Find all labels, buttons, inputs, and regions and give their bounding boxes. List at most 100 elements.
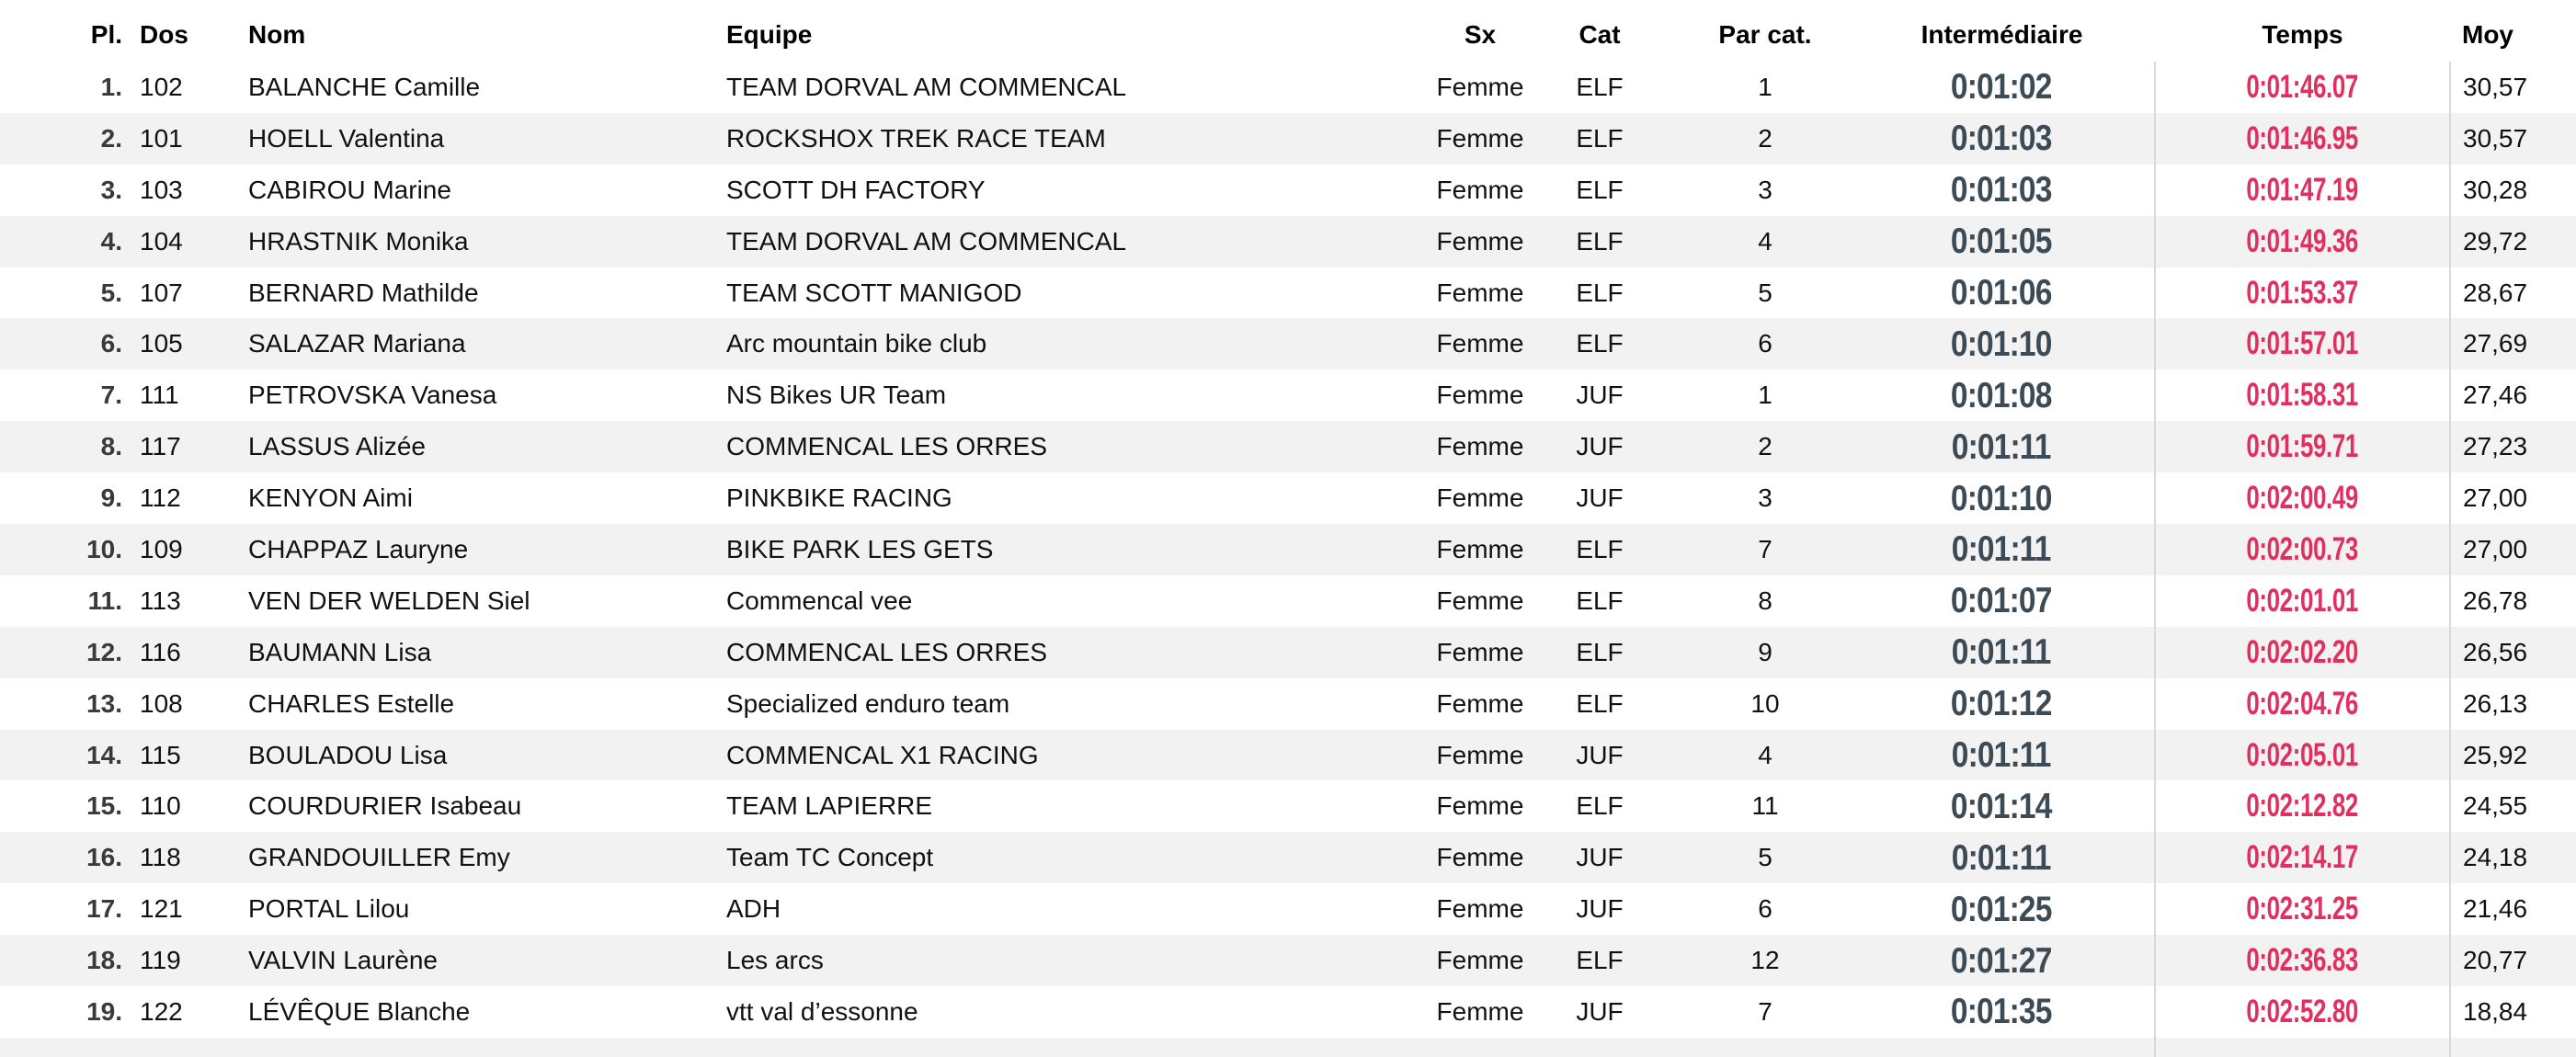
intermediate-time-cell: 0:01:08 xyxy=(1875,369,2155,421)
sex-cell: Femme xyxy=(1436,123,1524,153)
rank-in-category-cell xyxy=(1655,1038,1875,1057)
intermediate-time-cell: 0:01:10 xyxy=(1875,472,2155,524)
rank-in-category-cell: 2 xyxy=(1758,432,1772,461)
average-speed-cell: 27,23 xyxy=(2463,432,2528,461)
sex-cell: Femme xyxy=(1436,72,1524,101)
team-cell: NS Bikes UR Team xyxy=(726,381,947,410)
intermediate-time: 0:01:05 xyxy=(1951,222,2052,262)
final-time: 0:02:31.25 xyxy=(2246,891,2359,927)
rider-name-cell: KENYON Aimi xyxy=(248,483,413,513)
bib-cell: 115 xyxy=(140,740,181,769)
average-speed-cell xyxy=(2450,1038,2576,1057)
category-cell: ELF xyxy=(1576,585,1624,615)
bib-cell: 109 xyxy=(140,534,183,563)
final-time-cell: 0:02:52.80 xyxy=(2154,986,2451,1038)
final-time: 0:01:53.37 xyxy=(2246,274,2359,311)
category-cell: ELF xyxy=(1576,946,1624,975)
result-row: 4. 104 HRASTNIK Monika TEAM DORVAL AM CO… xyxy=(0,215,2576,267)
col-header-intermediate: Intermédiaire xyxy=(1921,19,2083,49)
col-header-time: Temps xyxy=(2262,19,2343,49)
rank-in-category-cell: 5 xyxy=(1758,278,1772,307)
final-time: 0:01:58.31 xyxy=(2246,377,2359,414)
place-cell: 9. xyxy=(100,483,122,513)
result-row: 17. 121 PORTAL Lilou ADH Femme JUF 6 0:0… xyxy=(0,883,2576,936)
intermediate-time: 0:01:11 xyxy=(1952,735,2052,776)
intermediate-time: 0:01:35 xyxy=(1951,992,2052,1032)
intermediate-time: 0:01:25 xyxy=(1951,889,2052,929)
team-cell: Team TC Concept xyxy=(726,843,934,872)
team-cell: Les arcs xyxy=(726,946,824,975)
place-cell: 12. xyxy=(86,637,122,666)
result-row: 8. 117 LASSUS Alizée COMMENCAL LES ORRES… xyxy=(0,421,2576,473)
place-cell: 14. xyxy=(86,740,122,769)
rank-in-category-cell: 10 xyxy=(1750,688,1780,718)
intermediate-time-cell: 0:01:14 xyxy=(1875,780,2155,832)
rank-in-category-cell: 4 xyxy=(1758,740,1772,769)
sex-cell: Femme xyxy=(1436,585,1524,615)
category-cell: ELF xyxy=(1576,791,1624,821)
rider-name-cell: CHARLES Estelle xyxy=(248,688,455,718)
average-speed-cell: 26,56 xyxy=(2463,637,2528,666)
category-cell: ELF xyxy=(1576,226,1624,256)
rider-name-cell: LASSUS Alizée xyxy=(248,432,426,461)
category-cell: JUF xyxy=(1576,432,1624,461)
average-speed-cell: 21,46 xyxy=(2463,894,2528,924)
category-cell: ELF xyxy=(1576,278,1624,307)
final-time: 0:02:00.49 xyxy=(2246,480,2359,517)
final-time: 0:01:49.36 xyxy=(2246,222,2359,259)
col-header-rank-in-category: Par cat. xyxy=(1718,19,1812,49)
bib-cell: 110 xyxy=(140,791,181,821)
final-time: 0:02:01.01 xyxy=(2246,582,2359,619)
final-time-cell: 0:02:14.17 xyxy=(2154,832,2451,884)
intermediate-time-cell: 0:01:27 xyxy=(1875,935,2155,986)
rank-in-category-cell: 7 xyxy=(1758,534,1772,563)
result-row: 11. 113 VEN DER WELDEN Siel Commencal ve… xyxy=(0,574,2576,627)
team-cell xyxy=(722,1038,1416,1057)
intermediate-time-cell: 0:01:05 xyxy=(1875,216,2155,267)
col-header-category: Cat xyxy=(1579,19,1621,49)
intermediate-time: 0:01:02 xyxy=(1951,67,2052,108)
intermediate-time-cell: 0:01:11 xyxy=(1875,421,2155,472)
intermediate-time: 0:01:27 xyxy=(1951,940,2052,981)
result-row: 6. 105 SALAZAR Mariana Arc mountain bike… xyxy=(0,318,2576,370)
rider-name-cell: COURDURIER Isabeau xyxy=(248,791,522,821)
intermediate-time-cell: 0:01:03 xyxy=(1875,113,2155,165)
place-cell: 16. xyxy=(86,843,122,872)
average-speed-cell: 30,57 xyxy=(2463,72,2528,101)
intermediate-time: 0:01:11 xyxy=(1952,837,2052,878)
result-row: 14. 115 BOULADOU Lisa COMMENCAL X1 RACIN… xyxy=(0,729,2576,781)
intermediate-time-cell: 0:01:35 xyxy=(1875,986,2155,1038)
result-row: 18. 119 VALVIN Laurène Les arcs Femme EL… xyxy=(0,935,2576,987)
sex-cell: Femme xyxy=(1436,894,1524,924)
sex-cell: Femme xyxy=(1436,740,1524,769)
category-cell: ELF xyxy=(1576,72,1624,101)
result-row: 9. 112 KENYON Aimi PINKBIKE RACING Femme… xyxy=(0,472,2576,525)
rank-in-category-cell: 1 xyxy=(1758,381,1772,410)
intermediate-time-cell: 0:01:07 xyxy=(1875,575,2155,627)
bib-cell: 118 xyxy=(140,843,181,872)
final-time: 0:02:04.76 xyxy=(2246,685,2359,722)
result-row: 5. 107 BERNARD Mathilde TEAM SCOTT MANIG… xyxy=(0,267,2576,319)
partial-row xyxy=(0,1037,2576,1057)
category-cell: ELF xyxy=(1576,329,1624,358)
result-row: 16. 118 GRANDOUILLER Emy Team TC Concept… xyxy=(0,832,2576,884)
bib-cell: 112 xyxy=(140,483,181,513)
sex-cell: Femme xyxy=(1436,843,1524,872)
team-cell: TEAM LAPIERRE xyxy=(726,791,933,821)
category-cell: JUF xyxy=(1576,740,1624,769)
final-time-cell xyxy=(2154,1037,2451,1057)
final-time: 0:02:52.80 xyxy=(2246,993,2359,1029)
place-cell: 5. xyxy=(100,278,122,307)
rider-name-cell: CABIROU Marine xyxy=(248,175,451,204)
rank-in-category-cell: 1 xyxy=(1758,72,1772,101)
place-cell: 19. xyxy=(86,996,122,1026)
team-cell: PINKBIKE RACING xyxy=(726,483,952,513)
place-cell: 17. xyxy=(86,894,122,924)
rider-name-cell: VEN DER WELDEN Siel xyxy=(248,585,530,615)
bib-cell: 111 xyxy=(140,381,179,410)
final-time: 0:02:14.17 xyxy=(2246,839,2359,876)
rank-in-category-cell: 6 xyxy=(1758,894,1772,924)
average-speed-cell: 30,28 xyxy=(2463,175,2528,204)
final-time-cell: 0:02:31.25 xyxy=(2154,883,2451,936)
